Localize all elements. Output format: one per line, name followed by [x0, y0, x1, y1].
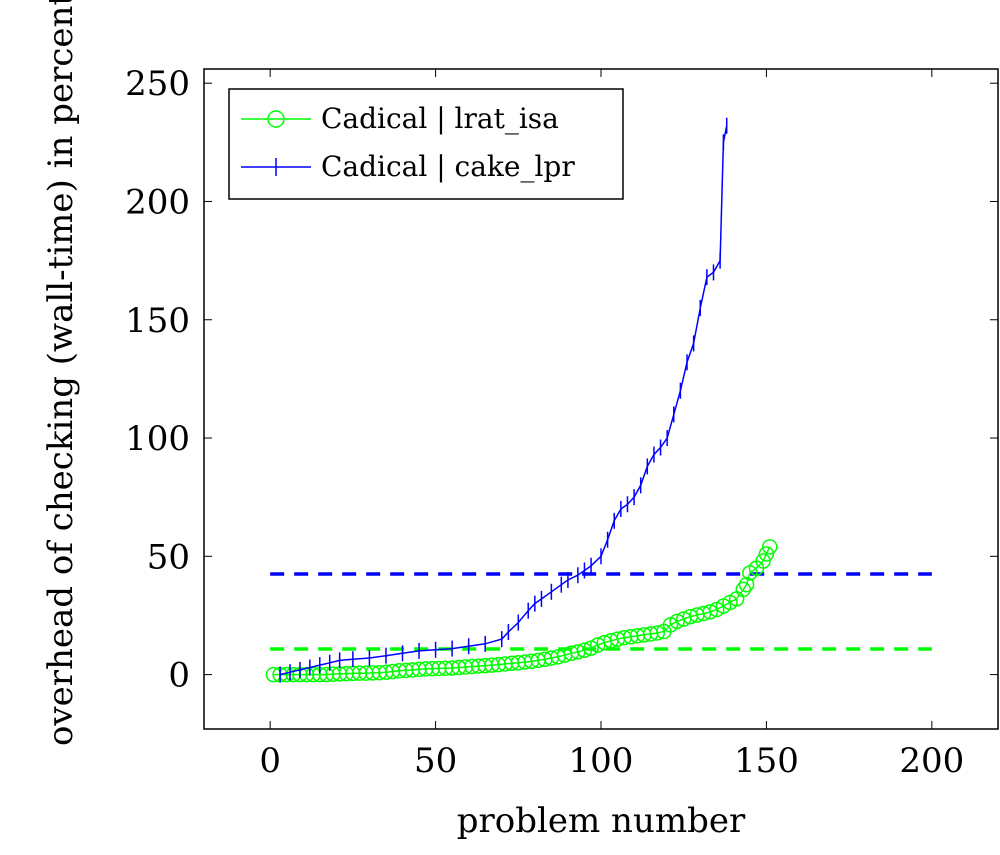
data-point	[755, 553, 771, 569]
data-point	[669, 613, 685, 630]
y-tick-label: 150	[125, 301, 190, 341]
data-point	[702, 604, 718, 620]
x-tick-label: 200	[899, 741, 964, 781]
y-tick-label: 0	[168, 656, 190, 696]
data-point	[649, 625, 665, 641]
data-point	[735, 581, 752, 598]
legend-marker	[267, 110, 285, 128]
legend-box	[228, 88, 624, 200]
legend-entry: Cadical | lrat_isa	[321, 102, 559, 135]
y-axis-label: overhead of checking (wall-time) in perc…	[41, 0, 81, 746]
data-point	[761, 539, 778, 555]
y-tick-label: 250	[125, 64, 190, 104]
plot-area	[265, 117, 932, 683]
data-point	[338, 665, 355, 682]
x-tick-label: 0	[259, 741, 281, 781]
data-point	[738, 576, 755, 593]
legend: Cadical | lrat_isa Cadical | cake_lpr	[228, 88, 624, 200]
series-line	[279, 125, 728, 676]
x-tick-label: 100	[569, 741, 634, 781]
data-point	[358, 665, 374, 681]
tick-labels: 0 50 100 150 200 0 50 100 150 200 250	[125, 64, 964, 781]
data-point	[351, 665, 368, 681]
axis-ticks	[204, 69, 998, 729]
y-tick-label: 50	[147, 537, 190, 577]
data-point	[431, 660, 447, 677]
x-tick-label: 50	[414, 741, 457, 781]
data-point	[576, 642, 593, 658]
data-point	[305, 666, 321, 683]
data-point	[325, 666, 341, 682]
y-tick-label: 200	[125, 182, 190, 222]
y-tick-label: 100	[125, 419, 190, 459]
legend-entry: Cadical | cake_lpr	[321, 150, 575, 183]
x-tick-label: 150	[734, 741, 799, 781]
x-axis-label: problem number	[457, 801, 746, 841]
data-point	[424, 660, 441, 677]
data-point	[417, 661, 434, 677]
data-point	[758, 546, 775, 562]
